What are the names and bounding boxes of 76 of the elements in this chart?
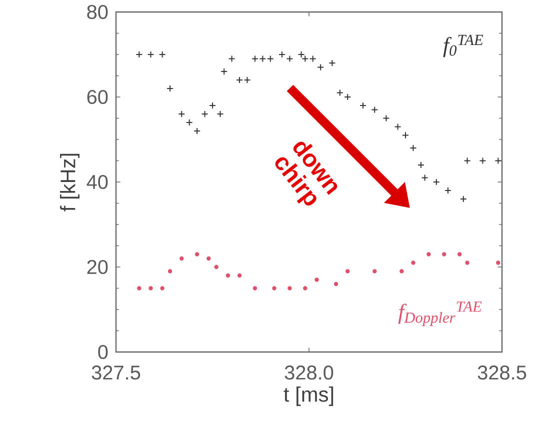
point bbox=[432, 178, 440, 186]
point bbox=[236, 76, 244, 84]
point bbox=[168, 269, 172, 274]
point bbox=[136, 51, 143, 58]
point bbox=[309, 55, 316, 62]
point bbox=[496, 260, 500, 265]
point bbox=[334, 282, 338, 286]
point bbox=[160, 286, 164, 290]
point bbox=[336, 89, 344, 96]
point bbox=[344, 94, 352, 100]
point bbox=[186, 119, 193, 126]
point bbox=[421, 174, 428, 182]
point bbox=[137, 286, 142, 290]
point bbox=[201, 110, 208, 118]
point bbox=[317, 64, 324, 71]
point bbox=[372, 269, 377, 274]
point bbox=[457, 252, 462, 256]
point bbox=[251, 55, 258, 62]
x-axis-title: t [ms] bbox=[284, 386, 334, 406]
point bbox=[464, 157, 471, 164]
point bbox=[426, 252, 431, 256]
point bbox=[266, 55, 274, 62]
point bbox=[444, 187, 452, 194]
point bbox=[259, 55, 266, 62]
point bbox=[442, 252, 446, 256]
point bbox=[402, 132, 409, 139]
point bbox=[286, 55, 294, 62]
point bbox=[346, 269, 350, 274]
point bbox=[417, 162, 424, 168]
point bbox=[158, 51, 166, 58]
y-tick-label: 0 bbox=[98, 344, 108, 360]
point bbox=[148, 286, 153, 290]
point bbox=[303, 286, 308, 290]
point bbox=[178, 110, 186, 118]
point bbox=[194, 252, 200, 256]
y-tick-label: 20 bbox=[87, 260, 108, 274]
point bbox=[288, 286, 292, 290]
y-axis-title: f [kHz] bbox=[60, 154, 80, 212]
point bbox=[252, 286, 258, 290]
point bbox=[216, 110, 224, 118]
point bbox=[394, 123, 402, 130]
point bbox=[410, 144, 417, 152]
point bbox=[314, 278, 319, 282]
point bbox=[209, 102, 216, 109]
point bbox=[214, 264, 218, 270]
point bbox=[360, 102, 367, 109]
x-tick-label: 328.5 bbox=[478, 366, 526, 380]
x-tick-label: 328.0 bbox=[284, 366, 334, 380]
point bbox=[244, 76, 251, 84]
point bbox=[166, 85, 174, 92]
point bbox=[460, 196, 467, 202]
point bbox=[228, 55, 236, 62]
point bbox=[226, 273, 230, 278]
point bbox=[220, 68, 228, 75]
text: f$_{0}$TAE bbox=[443, 34, 484, 58]
point bbox=[494, 157, 502, 164]
point bbox=[479, 157, 486, 164]
point bbox=[371, 106, 378, 114]
series-label: f$_{Doppler}$TAE bbox=[398, 302, 482, 326]
point bbox=[272, 286, 276, 290]
point bbox=[465, 260, 470, 265]
point bbox=[206, 256, 211, 261]
point bbox=[180, 256, 184, 261]
y-tick-label: 40 bbox=[86, 174, 108, 190]
point bbox=[302, 55, 309, 62]
point bbox=[194, 128, 201, 134]
y-tick-label: 80 bbox=[87, 4, 108, 20]
point bbox=[147, 51, 154, 58]
y-tick-label: 60 bbox=[87, 90, 108, 104]
point bbox=[328, 60, 336, 66]
point bbox=[278, 51, 286, 58]
point bbox=[411, 260, 416, 265]
point bbox=[237, 273, 242, 278]
point bbox=[400, 269, 404, 274]
x-tick-label: 327.5 bbox=[92, 366, 140, 380]
point bbox=[382, 114, 390, 122]
